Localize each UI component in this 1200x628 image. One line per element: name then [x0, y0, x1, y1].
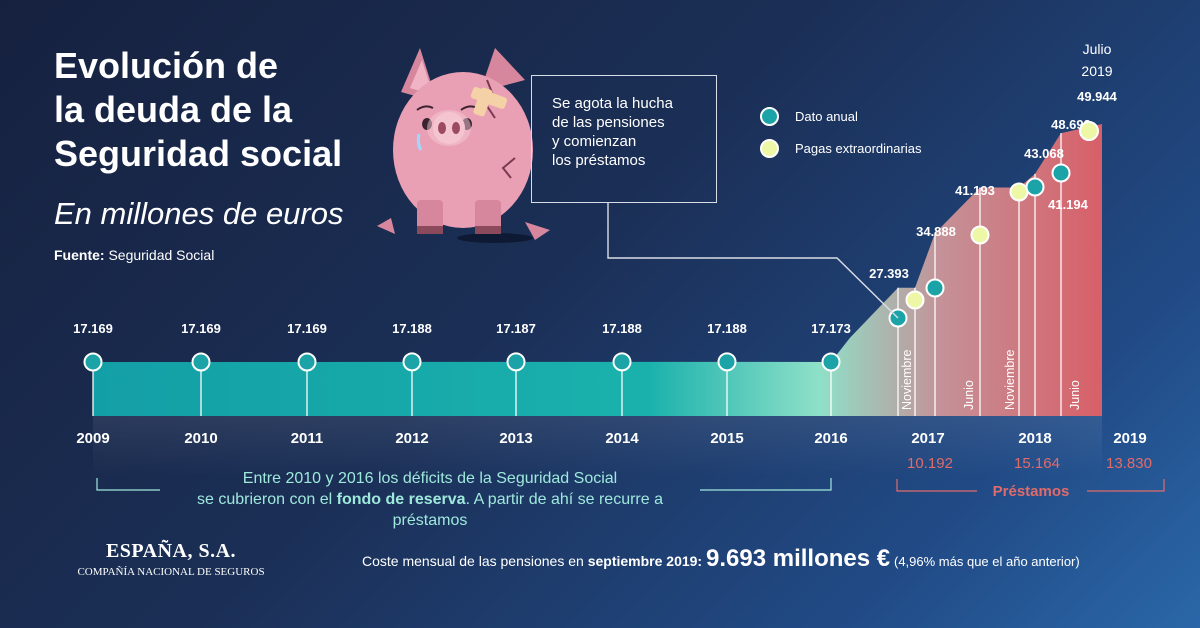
title-line-2: la deuda de la	[54, 89, 293, 130]
callout-line-2: de las pensiones	[552, 114, 665, 131]
extra-dot-icon	[760, 138, 779, 158]
loan-value: 13.830	[1106, 455, 1152, 472]
year-label: 2015	[710, 430, 743, 447]
month-marker: Junio	[1068, 380, 1082, 410]
callout-line-1: Se agota la hucha	[552, 95, 673, 112]
value-label: 41.194	[1048, 197, 1089, 212]
loan-value: 10.192	[907, 455, 953, 472]
callout-leader	[607, 203, 899, 319]
note-line-2: se cubrieron con el fondo de reserva. A …	[160, 489, 700, 531]
annual-data-point	[402, 352, 422, 372]
reserve-fund-note: Entre 2010 y 2016 los déficits de la Seg…	[160, 468, 700, 531]
note-line-2-pre: se cubrieron con el	[196, 491, 337, 508]
value-label: 17.188	[392, 321, 432, 336]
year-label: 2010	[184, 430, 217, 447]
end-data-point	[1079, 121, 1099, 141]
loan-bracket-right	[1087, 479, 1165, 492]
value-label: 17.169	[181, 321, 221, 336]
cost-month: septiembre 2019:	[587, 553, 703, 569]
year-label: 2018	[1018, 430, 1051, 447]
logo-name: ESPAÑA, S.A.	[105, 540, 237, 562]
note-line-2-post: . A partir de ahí se recurre a préstamos	[392, 491, 663, 529]
loan-bracket-left	[896, 479, 977, 492]
source-line: Fuente: Seguridad Social	[54, 247, 214, 263]
source-value: Seguridad Social	[108, 247, 215, 263]
piggy-bank-icon	[377, 48, 550, 243]
value-label: 41.193	[955, 183, 995, 198]
value-label: 17.169	[73, 321, 113, 336]
year-label: 2016	[814, 430, 847, 447]
callout-box: Se agota la hucha de las pensiones y com…	[531, 75, 717, 203]
note-line-1: Entre 2010 y 2016 los déficits de la Seg…	[242, 470, 618, 487]
legend-item-annual: Dato anual	[760, 100, 921, 132]
value-label: 43.068	[1024, 146, 1064, 161]
legend-label-extra: Pagas extraordinarias	[795, 140, 922, 156]
year-label: 2019	[1113, 430, 1146, 447]
logo-tagline: COMPAÑÍA NACIONAL DE SEGUROS	[77, 566, 265, 578]
company-logo: ESPAÑA, S.A. COMPAÑÍA NACIONAL DE SEGURO…	[74, 540, 268, 578]
year-label: 2012	[395, 430, 428, 447]
callout-line-3: y comienzan	[552, 133, 637, 150]
loan-value: 15.164	[1014, 455, 1060, 472]
source-label: Fuente:	[54, 247, 105, 263]
end-date-year: 2019	[1081, 63, 1112, 79]
annual-data-point	[297, 352, 317, 372]
extra-data-point	[970, 225, 990, 245]
year-label: 2013	[499, 430, 532, 447]
value-label: 27.393	[869, 266, 909, 281]
cost-value: 9.693 millones €	[706, 545, 891, 572]
legend-item-extra: Pagas extraordinarias	[760, 132, 921, 164]
annual-data-point	[506, 352, 526, 372]
value-label: 17.187	[496, 321, 536, 336]
legend: Dato anual Pagas extraordinarias	[760, 100, 921, 164]
value-label: 17.188	[602, 321, 642, 336]
reserve-bracket-left	[96, 478, 160, 491]
pension-cost-line: Coste mensual de las pensiones en septie…	[362, 545, 1080, 573]
annual-data-point	[925, 278, 945, 298]
annual-data-point	[821, 352, 841, 372]
legend-label-annual: Dato anual	[795, 108, 858, 124]
end-value-label: 49.944	[1077, 89, 1118, 104]
year-label: 2017	[911, 430, 944, 447]
annual-data-point	[612, 352, 632, 372]
value-label: 17.173	[811, 321, 851, 336]
extra-data-point	[905, 290, 925, 310]
loans-caption: Préstamos	[993, 483, 1070, 500]
reserve-bracket-right	[700, 478, 832, 491]
month-marker: Noviembre	[1003, 350, 1017, 410]
title-line-1: Evolución de	[54, 45, 279, 86]
value-label: 17.169	[287, 321, 327, 336]
annual-data-point	[717, 352, 737, 372]
extra-data-point	[1009, 182, 1029, 202]
annual-dot-icon	[760, 106, 779, 126]
year-label: 2011	[291, 430, 324, 447]
area-reflection	[93, 416, 1102, 476]
subtitle: En millones de euros	[54, 196, 344, 231]
value-label: 34.888	[916, 224, 956, 239]
cost-note: (4,96% más que el año anterior)	[894, 554, 1080, 569]
value-label: 17.188	[707, 321, 747, 336]
month-marker: Noviembre	[900, 350, 914, 410]
annual-data-point	[1051, 163, 1071, 183]
page-title: Evolución de la deuda de la Seguridad so…	[54, 44, 384, 176]
year-label: 2014	[605, 430, 639, 447]
annual-data-point	[191, 352, 211, 372]
debt-area	[93, 124, 1102, 416]
annual-data-point	[83, 352, 103, 372]
month-marker: Junio	[962, 380, 976, 410]
annual-data-point	[1025, 177, 1045, 197]
note-line-2-bold: fondo de reserva	[336, 491, 466, 508]
end-date-month: Julio	[1083, 41, 1112, 57]
year-label: 2009	[76, 430, 109, 447]
title-line-3: Seguridad social	[54, 133, 343, 174]
cost-pre: Coste mensual de las pensiones en	[362, 553, 588, 569]
callout-line-4: los préstamos	[552, 152, 646, 169]
